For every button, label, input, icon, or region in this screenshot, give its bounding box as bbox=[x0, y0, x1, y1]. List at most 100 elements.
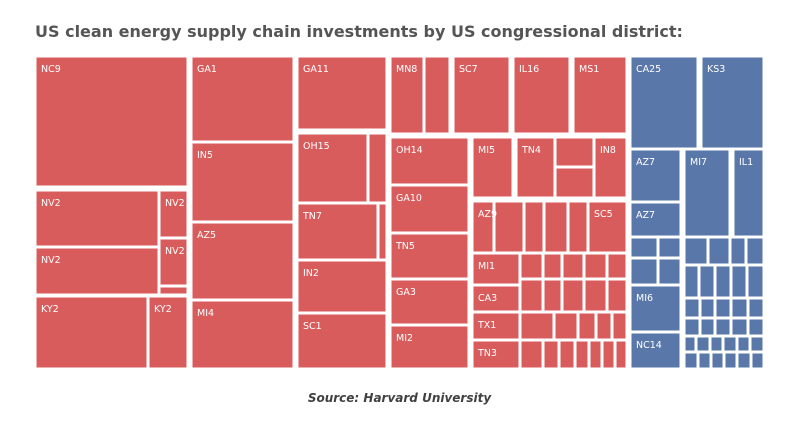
treemap-tile bbox=[682, 316, 702, 338]
treemap-tile bbox=[553, 135, 596, 169]
treemap-tile bbox=[518, 310, 556, 342]
treemap-tile bbox=[522, 199, 546, 255]
treemap-tile bbox=[422, 56, 452, 136]
tile-label: AZ7 bbox=[636, 157, 655, 168]
treemap-tile bbox=[518, 338, 545, 369]
treemap-tile bbox=[694, 334, 712, 354]
treemap-tile bbox=[721, 334, 739, 354]
treemap-tile bbox=[729, 316, 750, 338]
treemap-tile bbox=[628, 283, 683, 334]
treemap-tile bbox=[552, 310, 580, 342]
treemap-tile bbox=[388, 56, 426, 136]
tile-label: IN8 bbox=[600, 145, 616, 156]
treemap-tile bbox=[628, 56, 700, 151]
tile-label: GA11 bbox=[303, 64, 329, 75]
treemap-tile bbox=[557, 338, 577, 369]
treemap-tile bbox=[189, 140, 296, 224]
treemap-tile bbox=[682, 350, 700, 369]
treemap-tile bbox=[492, 199, 526, 255]
treemap-tile bbox=[749, 350, 764, 369]
tile-label: TN3 bbox=[477, 348, 497, 359]
treemap-tile bbox=[560, 277, 586, 314]
treemap-tile bbox=[295, 131, 370, 205]
tile-label: MI2 bbox=[396, 333, 413, 344]
treemap-tile bbox=[573, 338, 591, 369]
treemap-tile bbox=[366, 131, 389, 205]
treemap-tile bbox=[388, 135, 471, 187]
treemap-tile bbox=[722, 350, 739, 369]
treemap-tile bbox=[518, 277, 545, 314]
treemap-tile bbox=[388, 231, 471, 281]
treemap-tile bbox=[470, 338, 522, 369]
tile-label: NV2 bbox=[41, 198, 61, 209]
treemap-tile bbox=[682, 296, 702, 320]
treemap-tile bbox=[566, 199, 590, 255]
tile-label: SC5 bbox=[594, 209, 613, 220]
tile-label: MI5 bbox=[478, 145, 495, 156]
treemap-tile bbox=[628, 256, 660, 287]
tile-label: MS1 bbox=[579, 64, 599, 75]
treemap-tile bbox=[587, 338, 604, 369]
treemap-tile bbox=[605, 277, 629, 314]
treemap-tile bbox=[600, 338, 617, 369]
treemap-tile bbox=[728, 235, 748, 267]
treemap-tile bbox=[744, 235, 764, 267]
treemap-tile bbox=[189, 56, 296, 144]
tile-label: AZ7 bbox=[636, 210, 655, 221]
treemap-tile bbox=[698, 296, 717, 320]
tile-label: SC1 bbox=[303, 321, 322, 332]
treemap-tile bbox=[560, 251, 586, 281]
treemap-tile bbox=[745, 263, 764, 300]
treemap-tile bbox=[610, 310, 629, 342]
treemap-tile bbox=[576, 310, 598, 342]
treemap-tile bbox=[735, 334, 752, 354]
treemap-tile bbox=[698, 316, 717, 338]
treemap-tile bbox=[628, 200, 683, 239]
treemap-tile bbox=[696, 350, 713, 369]
treemap-tile bbox=[582, 251, 609, 281]
tile-label: MI6 bbox=[636, 293, 653, 304]
tile-label: KY2 bbox=[41, 304, 59, 315]
treemap-tile bbox=[709, 350, 726, 369]
treemap-tile bbox=[582, 277, 609, 314]
tile-label: GA10 bbox=[396, 193, 422, 204]
treemap-tile bbox=[189, 220, 296, 302]
tile-label: TN7 bbox=[302, 211, 322, 222]
treemap-tile bbox=[713, 263, 733, 300]
treemap-tile bbox=[388, 277, 471, 327]
chart-title: US clean energy supply chain investments… bbox=[35, 22, 683, 41]
treemap-tile bbox=[470, 135, 515, 200]
treemap-tile bbox=[594, 310, 614, 342]
tile-label: TN4 bbox=[521, 145, 541, 156]
treemap-tile bbox=[388, 323, 471, 369]
tile-label: NV2 bbox=[165, 246, 185, 257]
treemap-tile bbox=[713, 296, 733, 320]
treemap-tile bbox=[713, 316, 733, 338]
tile-label: IL1 bbox=[739, 157, 753, 168]
tile-label: TX1 bbox=[477, 320, 496, 331]
tile-label: NV2 bbox=[41, 255, 61, 266]
treemap-tile bbox=[592, 135, 629, 200]
treemap-tile bbox=[586, 199, 629, 255]
tile-label: AZ9 bbox=[478, 209, 497, 220]
treemap-tile bbox=[295, 311, 389, 369]
tile-label: KS3 bbox=[707, 64, 725, 75]
treemap-tile bbox=[746, 296, 764, 320]
treemap-tile bbox=[656, 256, 683, 287]
treemap-tile bbox=[541, 251, 564, 281]
treemap-tile bbox=[35, 56, 190, 189]
treemap-tile bbox=[682, 263, 701, 300]
tile-label: IN5 bbox=[197, 150, 213, 161]
treemap-tile bbox=[542, 199, 570, 255]
treemap-tile bbox=[628, 235, 660, 260]
tile-label: MI7 bbox=[690, 157, 707, 168]
tile-label: GA1 bbox=[197, 64, 217, 75]
treemap-tile bbox=[729, 296, 750, 320]
treemap-tile bbox=[735, 350, 753, 369]
treemap-tile bbox=[748, 334, 764, 354]
tile-label: GA3 bbox=[396, 287, 416, 298]
treemap-tile bbox=[656, 235, 683, 260]
tile-label: TN5 bbox=[395, 241, 415, 252]
tile-label: KY2 bbox=[154, 304, 172, 315]
treemap-tile bbox=[613, 338, 629, 369]
